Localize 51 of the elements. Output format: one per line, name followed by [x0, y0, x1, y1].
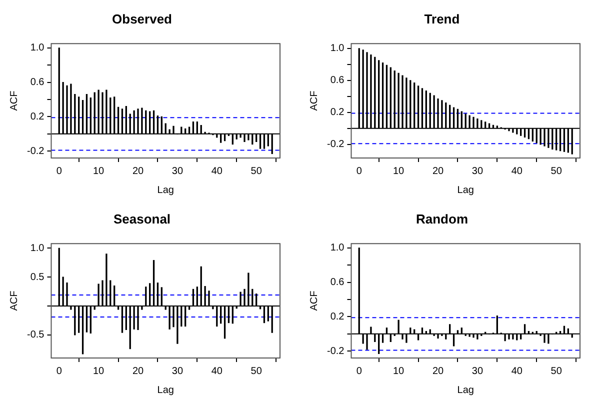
x-tick-label: 50: [550, 366, 562, 377]
x-tick-label: 0: [56, 166, 62, 177]
y-tick-label: -0.2: [326, 139, 345, 150]
x-tick-label: 50: [250, 366, 262, 377]
y-axis-title: ACF: [308, 90, 320, 111]
y-tick-label: 0.5: [30, 272, 45, 283]
x-axis-title: Lag: [157, 184, 174, 196]
y-tick-label: 1.0: [330, 242, 345, 254]
x-tick-label: 10: [393, 366, 405, 377]
x-tick-label: 40: [511, 166, 523, 177]
x-tick-label: 30: [472, 366, 484, 377]
y-tick-label: 0.6: [330, 75, 345, 86]
y-tick-label: -0.2: [26, 146, 45, 157]
chart-title: Trend: [424, 11, 460, 26]
x-tick-label: 0: [56, 366, 62, 377]
chart-title: Seasonal: [113, 211, 171, 226]
x-tick-label: 20: [132, 166, 144, 177]
x-tick-label: 10: [93, 366, 105, 377]
x-tick-label: 50: [250, 166, 262, 177]
chart-title: Random: [416, 211, 468, 226]
y-tick-label: -0.2: [326, 346, 345, 357]
y-axis-title: ACF: [8, 90, 20, 111]
x-tick-label: 10: [393, 166, 405, 177]
x-tick-label: 0: [356, 366, 362, 377]
x-tick-label: 40: [511, 366, 523, 377]
x-tick-label: 10: [93, 166, 105, 177]
x-tick-label: 40: [211, 366, 223, 377]
x-axis-title: Lag: [157, 384, 174, 396]
x-tick-label: 20: [432, 366, 444, 377]
x-tick-label: 50: [550, 166, 562, 177]
y-tick-label: 0.2: [30, 111, 45, 122]
x-tick-label: 20: [132, 366, 144, 377]
y-tick-label: -0.5: [26, 330, 45, 341]
x-tick-label: 30: [472, 166, 484, 177]
y-tick-label: 1.0: [330, 43, 345, 54]
y-tick-label: 0.6: [330, 277, 345, 288]
x-tick-label: 30: [172, 366, 184, 377]
y-tick-label: 0.2: [330, 311, 345, 322]
x-axis-title: Lag: [457, 184, 474, 196]
y-tick-label: 0.6: [30, 77, 45, 88]
y-tick-label: 1.0: [30, 242, 45, 254]
y-tick-label: 1.0: [30, 42, 45, 54]
chart-title: Observed: [112, 11, 172, 26]
x-tick-label: 30: [172, 166, 184, 177]
x-tick-label: 40: [211, 166, 223, 177]
y-axis-title: ACF: [308, 290, 320, 311]
y-tick-label: 0.2: [330, 107, 345, 118]
x-tick-label: 20: [432, 166, 444, 177]
y-axis-title: ACF: [8, 290, 20, 311]
x-axis-title: Lag: [457, 384, 474, 396]
x-tick-label: 0: [356, 166, 362, 177]
